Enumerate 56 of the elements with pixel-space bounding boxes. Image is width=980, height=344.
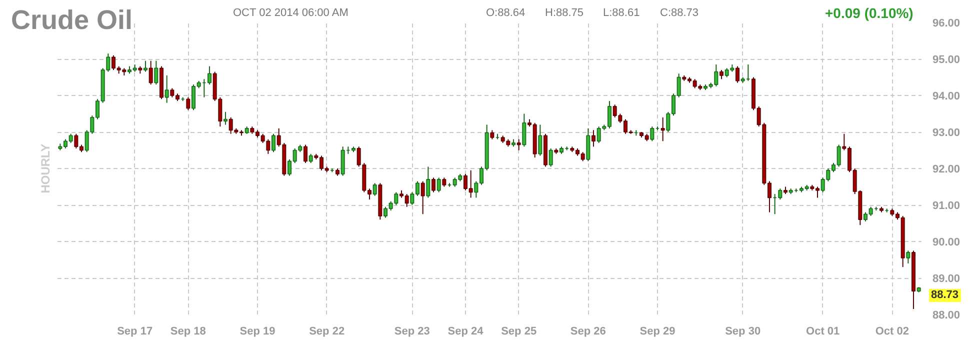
x-tick-label: Sep 18 — [170, 326, 206, 338]
candlestick — [720, 69, 724, 80]
x-tick-label: Sep 19 — [240, 326, 276, 338]
y-tick-label: 89.00 — [932, 273, 960, 285]
text: H:88.75 — [545, 7, 584, 19]
chart-subtitle: OCT 02 2014 06:00 AM — [233, 7, 348, 19]
candlestick — [736, 66, 740, 84]
candlestick — [154, 60, 158, 86]
x-tick-label: Sep 30 — [725, 326, 761, 338]
x-tick-label: Oct 01 — [806, 326, 840, 338]
y-tick-label: 95.00 — [932, 54, 960, 66]
candlestick — [426, 166, 430, 198]
y-tick-label: 88.00 — [932, 310, 960, 322]
text: 88.73 — [929, 288, 961, 302]
y-tick-label: 91.00 — [932, 200, 960, 212]
candlestick — [304, 144, 308, 164]
y-tick-label: 92.00 — [932, 164, 960, 176]
candlestick — [538, 124, 542, 156]
x-tick-label: Sep 25 — [501, 326, 537, 338]
y-tick-label: 93.00 — [932, 127, 960, 139]
x-tick-label: Sep 22 — [309, 326, 345, 338]
candlestick — [586, 128, 590, 162]
candlestick — [148, 60, 153, 86]
candlestick — [186, 96, 190, 111]
x-tick-label: Sep 17 — [117, 326, 153, 338]
candlestick — [144, 60, 148, 72]
candlestick — [522, 113, 526, 148]
candlestick — [436, 177, 441, 193]
candlestick — [164, 74, 169, 104]
text: C:88.73 — [660, 7, 699, 19]
candlestick — [548, 148, 553, 168]
y-tick-label: 90.00 — [932, 236, 960, 248]
x-tick-label: Sep 26 — [570, 326, 606, 338]
candlestick — [432, 177, 436, 193]
y-tick-label: 94.00 — [932, 90, 960, 102]
x-tick-label: Sep 24 — [448, 326, 484, 338]
candlestick — [516, 138, 521, 151]
text: +0.09 (0.10%) — [825, 5, 914, 21]
candlestick — [442, 177, 446, 188]
candlestick — [372, 182, 377, 196]
candlestick — [224, 111, 228, 126]
candlestick — [272, 133, 276, 153]
candlestick — [420, 180, 425, 215]
candlestick — [308, 153, 313, 164]
x-tick-label: Sep 29 — [640, 326, 676, 338]
y-tick-label: 96.00 — [932, 18, 960, 30]
text: L:88.61 — [603, 7, 640, 19]
chart-title: Crude Oil — [11, 5, 133, 35]
x-tick-label: Sep 23 — [394, 326, 430, 338]
text: O:88.64 — [486, 7, 526, 19]
candlestick — [660, 116, 665, 142]
candlestick — [592, 130, 596, 148]
x-tick-label: Oct 02 — [875, 326, 909, 338]
candlestick — [906, 250, 910, 264]
candlestick — [650, 126, 654, 142]
candlestick — [490, 130, 494, 140]
